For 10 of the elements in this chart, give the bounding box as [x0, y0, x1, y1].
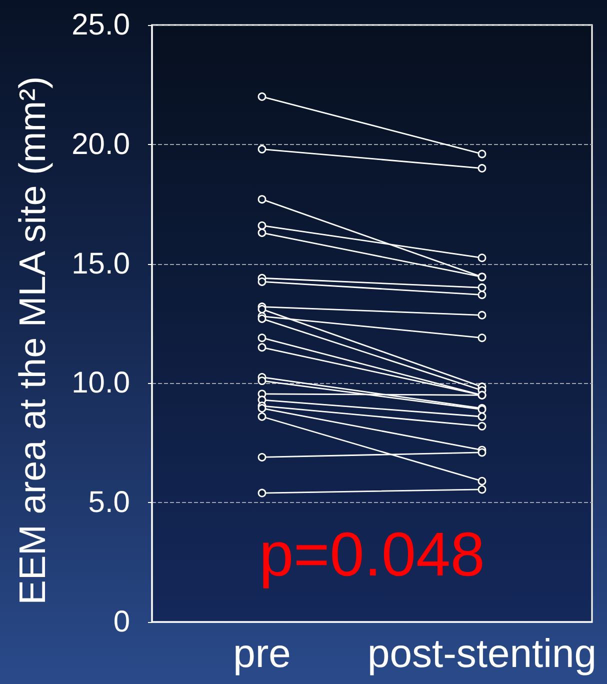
y-tick-label: 15.0	[72, 247, 130, 280]
y-tick-label: 5.0	[88, 486, 130, 520]
x-tick-label: pre	[233, 632, 291, 676]
x-tick-label: post-stenting	[367, 632, 597, 676]
annotation: p=0.048	[259, 520, 485, 590]
y-tick-label: 20.0	[72, 128, 130, 161]
y-tick-label: 25.0	[72, 8, 130, 42]
y-tick-label: 10.0	[72, 366, 130, 400]
y-axis-title: EEM area at the MLA site (mm²)	[12, 76, 53, 605]
y-tick-label: 0	[113, 606, 130, 638]
